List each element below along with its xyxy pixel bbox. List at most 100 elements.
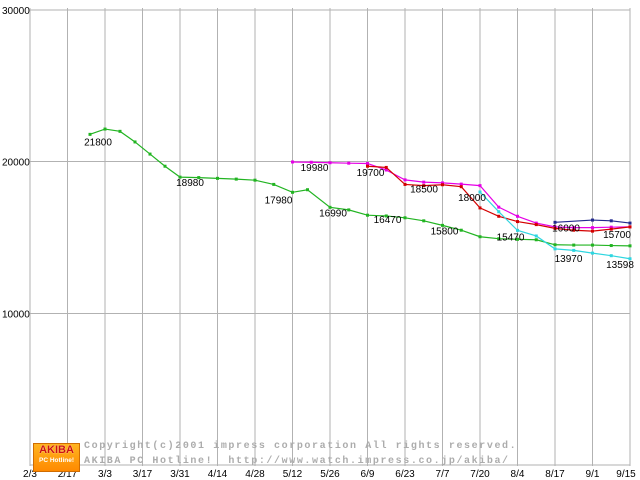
annotations: 21800 18980 17980 16990 16470 15800 19980 19700… xyxy=(84,137,634,270)
data-point-marker xyxy=(178,175,182,179)
site-url-text: AKIBA PC Hotline! http://www.watch.impre… xyxy=(84,456,510,467)
y-tick-label: 10000 xyxy=(2,309,30,320)
data-point-marker xyxy=(459,182,463,186)
logo-akiba-text: AKIBA xyxy=(39,444,74,456)
data-point-marker xyxy=(553,225,557,229)
data-point-marker xyxy=(328,205,332,209)
data-point-marker xyxy=(497,214,501,218)
data-point-marker xyxy=(516,214,519,218)
data-point-marker xyxy=(306,188,309,192)
data-point-marker xyxy=(478,206,482,210)
data-point-marker xyxy=(88,132,92,136)
x-tick-label: 3/31 xyxy=(170,469,190,480)
data-point-marker xyxy=(628,257,632,261)
series-navy-line xyxy=(553,218,632,225)
data-point-marker xyxy=(291,160,294,164)
data-point-marker xyxy=(497,205,501,209)
x-tick-label: 8/17 xyxy=(545,469,565,480)
copyright-text: Copyright(c)2001 impress corporation All… xyxy=(84,441,518,452)
price-label: 19700 xyxy=(357,168,385,179)
x-axis-labels: 2/3 2/17 3/3 3/17 3/31 4/14 4/28 5/12 5/26 6/9 6/2… xyxy=(23,469,636,480)
x-tick-label: 4/14 xyxy=(208,469,228,480)
data-point-marker xyxy=(133,140,137,144)
price-label: 13598 xyxy=(606,260,634,271)
price-label: 16990 xyxy=(319,208,347,219)
series-path-navy-line xyxy=(554,219,631,224)
x-tick-label: 2/3 xyxy=(23,469,37,480)
x-tick-label: 4/28 xyxy=(245,469,265,480)
data-point-marker xyxy=(591,218,594,222)
price-label: 16000 xyxy=(552,223,580,234)
data-point-marker xyxy=(441,183,444,187)
price-label: 18000 xyxy=(458,193,486,204)
data-point-marker xyxy=(384,168,388,172)
x-tick-label: 2/17 xyxy=(58,469,78,480)
data-point-marker xyxy=(516,220,519,224)
data-point-marker xyxy=(272,182,276,186)
x-tick-label: 7/20 xyxy=(470,469,490,480)
data-point-marker xyxy=(347,161,351,165)
data-point-marker xyxy=(609,219,613,223)
data-point-marker xyxy=(366,161,369,165)
data-point-marker xyxy=(628,221,632,225)
data-point-marker xyxy=(553,247,557,251)
series-green-line xyxy=(88,127,632,248)
data-point-marker xyxy=(384,214,388,218)
data-point-marker xyxy=(497,237,501,241)
x-tick-label: 5/26 xyxy=(320,469,340,480)
data-point-marker xyxy=(441,223,444,227)
data-point-marker xyxy=(309,160,313,164)
data-point-marker xyxy=(366,213,369,217)
data-point-marker xyxy=(103,127,107,131)
price-label: 19980 xyxy=(301,163,329,174)
x-tick-label: 9/15 xyxy=(616,469,636,480)
series-path-red-line xyxy=(367,165,631,232)
data-point-marker xyxy=(197,176,201,180)
x-tick-label: 3/3 xyxy=(98,469,112,480)
data-point-marker xyxy=(534,221,538,225)
data-point-marker xyxy=(516,237,519,241)
data-point-marker xyxy=(591,229,594,233)
data-point-marker xyxy=(422,180,426,184)
data-point-marker xyxy=(163,164,167,168)
data-point-marker xyxy=(347,208,351,212)
price-label: 21800 xyxy=(84,137,112,148)
data-point-marker xyxy=(384,165,388,169)
data-point-marker xyxy=(253,178,257,182)
data-point-marker xyxy=(534,234,538,238)
data-point-marker xyxy=(291,190,294,194)
data-point-marker xyxy=(591,251,594,255)
data-point-marker xyxy=(459,228,463,232)
data-point-marker xyxy=(403,216,407,220)
data-point-marker xyxy=(591,226,594,230)
data-point-marker xyxy=(609,227,613,231)
x-tick-label: 6/23 xyxy=(395,469,415,480)
data-point-marker xyxy=(572,243,576,247)
x-tick-label: 5/12 xyxy=(283,469,303,480)
y-tick-label: 30000 xyxy=(2,6,30,17)
price-label: 18500 xyxy=(410,184,438,195)
series-red-line xyxy=(366,164,632,233)
x-tick-label: 3/17 xyxy=(133,469,153,480)
data-point-marker xyxy=(403,182,407,186)
data-point-marker xyxy=(366,164,369,168)
data-point-marker xyxy=(534,223,538,227)
akiba-pc-hotline-logo: AKIBA PC Hotline! xyxy=(33,443,80,472)
series-cyan-line xyxy=(478,190,632,261)
y-axis-labels: 30000 20000 10000 xyxy=(2,6,30,320)
x-tick-label: 7/7 xyxy=(436,469,450,480)
price-label: 16470 xyxy=(374,215,402,226)
price-label: 15700 xyxy=(603,230,631,241)
data-point-marker xyxy=(572,248,576,252)
data-point-marker xyxy=(534,238,538,242)
data-point-marker xyxy=(497,210,501,214)
data-point-marker xyxy=(553,226,557,230)
data-point-marker xyxy=(328,161,332,165)
data-point-marker xyxy=(628,225,632,229)
data-point-marker xyxy=(591,243,594,247)
price-label: 13970 xyxy=(555,254,583,265)
data-point-marker xyxy=(609,254,613,258)
data-point-marker xyxy=(478,184,482,188)
price-label: 15470 xyxy=(497,232,525,243)
